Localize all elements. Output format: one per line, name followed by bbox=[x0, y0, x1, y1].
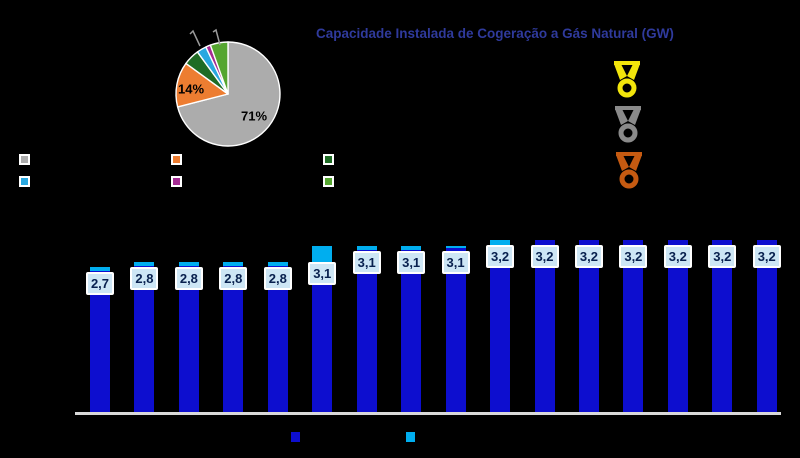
bar-value-label: 3,1 bbox=[441, 251, 470, 274]
bar bbox=[267, 266, 288, 413]
bar-value-label: 3,2 bbox=[486, 245, 515, 268]
bar-highlight-segment bbox=[90, 267, 110, 271]
bar bbox=[712, 240, 733, 413]
bar-highlight-segment bbox=[223, 262, 244, 266]
bar-highlight-segment bbox=[134, 262, 155, 266]
bar bbox=[667, 240, 688, 413]
bar-highlight-segment bbox=[356, 246, 377, 250]
bar-highlight-segment bbox=[267, 262, 288, 266]
bar-value-label: 3,2 bbox=[574, 245, 603, 268]
x-axis-line bbox=[75, 412, 781, 415]
bar bbox=[445, 248, 466, 413]
bar bbox=[756, 240, 777, 413]
bar-value-label: 3,1 bbox=[308, 262, 337, 285]
bronze-medal-icon bbox=[616, 152, 642, 189]
bar bbox=[401, 250, 422, 413]
pie-percent-label: 14% bbox=[177, 81, 205, 97]
bar-value-label: 3,2 bbox=[619, 245, 648, 268]
leader-line bbox=[189, 29, 201, 47]
bar-value-label: 2,8 bbox=[263, 267, 292, 290]
bar bbox=[312, 262, 333, 413]
bar-highlight-segment bbox=[445, 246, 466, 248]
bar bbox=[223, 266, 244, 413]
gold-medal-icon bbox=[611, 61, 643, 104]
silver-medal-icon bbox=[612, 106, 644, 149]
bar bbox=[178, 266, 199, 413]
pie-slice-0 bbox=[176, 41, 281, 147]
pie-legend-swatch bbox=[19, 176, 30, 187]
bronze-medal-icon bbox=[613, 152, 645, 195]
bar bbox=[490, 246, 511, 413]
bar-highlight-segment bbox=[490, 240, 511, 246]
gold-medal-icon bbox=[614, 61, 640, 98]
bar-value-label: 3,2 bbox=[752, 245, 781, 268]
bar-legend-swatch bbox=[291, 432, 300, 442]
bar-value-label: 3,2 bbox=[663, 245, 692, 268]
pie-legend-swatch bbox=[171, 154, 182, 165]
bar-value-label: 2,8 bbox=[130, 267, 159, 290]
bar-value-label: 3,1 bbox=[397, 251, 426, 274]
bar bbox=[578, 240, 599, 413]
pie-percent-label: 71% bbox=[240, 108, 268, 124]
bar-legend-swatch bbox=[406, 432, 415, 442]
pie-legend-swatch bbox=[323, 176, 334, 187]
bar-value-label: 3,1 bbox=[352, 251, 381, 274]
bar-value-label: 2,8 bbox=[219, 267, 248, 290]
silver-medal-icon bbox=[615, 106, 641, 143]
bar bbox=[623, 240, 644, 413]
pie-legend-swatch bbox=[323, 154, 334, 165]
bar bbox=[356, 250, 377, 413]
pie-legend-swatch bbox=[171, 176, 182, 187]
bar-value-label: 2,7 bbox=[86, 272, 114, 295]
bar-highlight-segment bbox=[178, 262, 199, 266]
bar-value-label: 3,2 bbox=[530, 245, 559, 268]
bar-highlight-segment bbox=[312, 246, 333, 262]
bar bbox=[90, 271, 110, 413]
bar-value-label: 2,8 bbox=[174, 267, 203, 290]
pie-chart bbox=[175, 28, 281, 147]
bar bbox=[134, 266, 155, 413]
bar-value-label: 3,2 bbox=[708, 245, 737, 268]
pie-legend-swatch bbox=[19, 154, 30, 165]
leader-line bbox=[212, 28, 221, 46]
chart-title: Capacidade Instalada de Cogeração a Gás … bbox=[316, 26, 674, 41]
bar bbox=[534, 240, 555, 413]
bar-highlight-segment bbox=[401, 246, 422, 250]
